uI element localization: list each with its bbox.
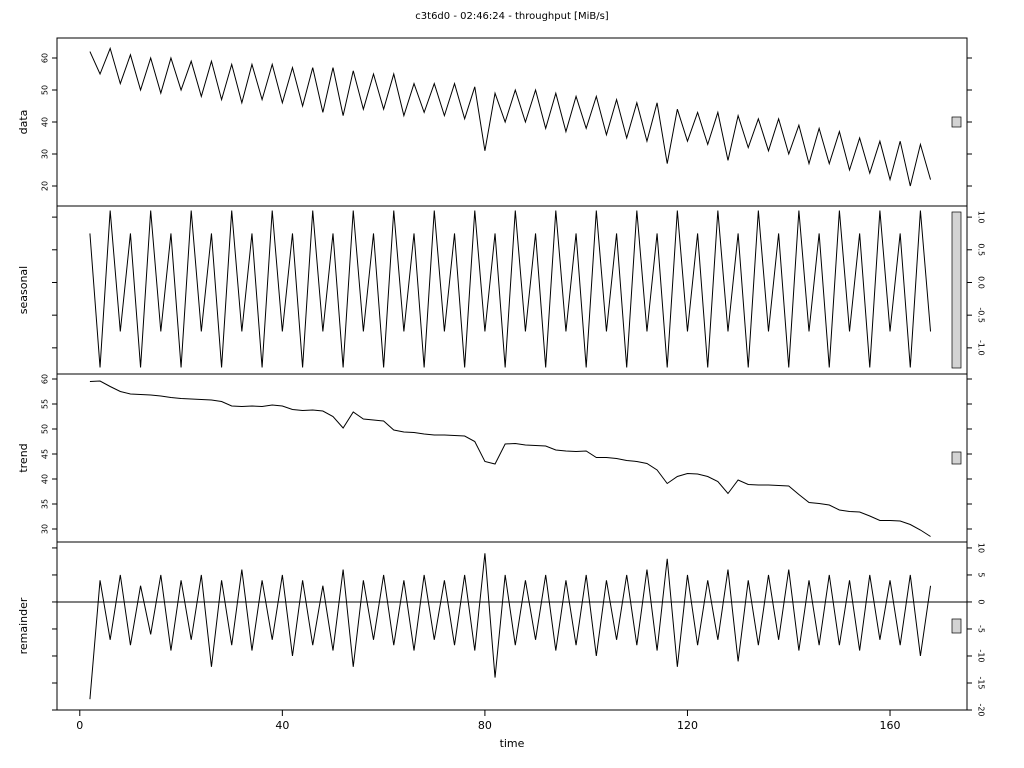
y-tick-label: 40 <box>41 117 50 127</box>
series-line <box>89 553 932 700</box>
y-tick-label: 10 <box>977 543 986 553</box>
y-tick-label: 0.5 <box>977 243 986 256</box>
y-tick-label: 5 <box>977 572 986 577</box>
range-bar <box>951 618 962 634</box>
y-tick-label: -10 <box>977 649 986 662</box>
range-bar <box>951 116 962 128</box>
y-axis-label: remainder <box>17 597 30 654</box>
x-tick-label: 0 <box>76 719 83 732</box>
y-axis-label: data <box>17 110 30 135</box>
y-tick-label: 60 <box>41 374 50 384</box>
panel-frame <box>56 541 968 711</box>
y-tick-label: 60 <box>41 53 50 63</box>
range-bar <box>951 451 962 465</box>
panel-frame <box>56 37 968 207</box>
series-line <box>89 46 932 187</box>
y-axis-label: seasonal <box>17 266 30 314</box>
y-tick-label: 55 <box>41 399 50 409</box>
y-tick-label: 50 <box>41 85 50 95</box>
y-tick-label: -0.5 <box>977 307 986 323</box>
x-tick-label: 40 <box>275 719 289 732</box>
y-axis-label: trend <box>17 443 30 472</box>
x-tick-label: 120 <box>677 719 698 732</box>
series-line <box>89 210 932 368</box>
y-tick-label: 30 <box>41 149 50 159</box>
y-tick-label: 0 <box>977 599 986 604</box>
x-tick-label: 160 <box>880 719 901 732</box>
y-tick-label: 1.0 <box>977 211 986 224</box>
y-tick-label: -5 <box>977 625 986 633</box>
y-tick-label: 35 <box>41 499 50 509</box>
y-tick-label: 40 <box>41 474 50 484</box>
y-tick-label: 45 <box>41 449 50 459</box>
chart-title: c3t6d0 - 02:46:24 - throughput [MiB/s] <box>415 11 609 22</box>
range-bar <box>951 211 962 369</box>
y-tick-label: -20 <box>977 703 986 716</box>
y-tick-label: 30 <box>41 524 50 534</box>
y-tick-label: 0.0 <box>977 276 986 289</box>
y-tick-label: -1.0 <box>977 340 986 356</box>
x-tick-label: 80 <box>478 719 492 732</box>
series-line <box>89 380 931 537</box>
x-axis-label: time <box>500 737 525 750</box>
y-tick-label: 20 <box>41 181 50 191</box>
y-tick-label: 50 <box>41 424 50 434</box>
y-tick-label: -15 <box>977 676 986 689</box>
